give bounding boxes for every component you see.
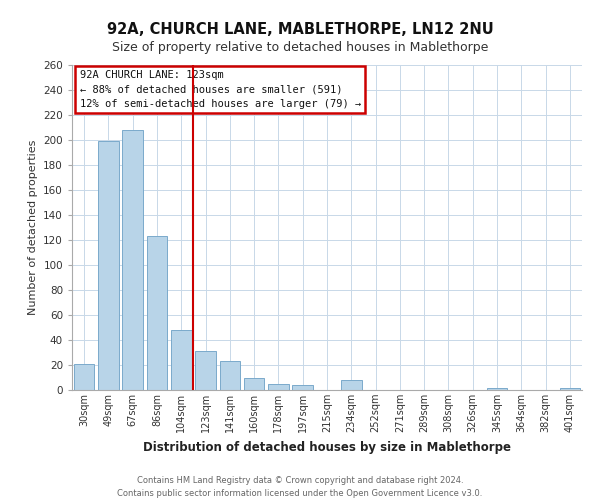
Y-axis label: Number of detached properties: Number of detached properties (28, 140, 38, 315)
Bar (122, 130, 143, 390)
Bar (146, 236, 167, 390)
X-axis label: Distribution of detached houses by size in Mablethorpe: Distribution of detached houses by size … (143, 440, 511, 454)
Text: Contains public sector information licensed under the Open Government Licence v3: Contains public sector information licen… (118, 489, 482, 498)
Text: 92A, CHURCH LANE, MABLETHORPE, LN12 2NU: 92A, CHURCH LANE, MABLETHORPE, LN12 2NU (107, 22, 493, 38)
Bar (244, 378, 265, 390)
Bar (195, 351, 216, 390)
Bar (341, 380, 362, 390)
Bar (487, 388, 508, 390)
Bar (292, 385, 313, 390)
Bar (98, 141, 119, 390)
Text: Contains HM Land Registry data © Crown copyright and database right 2024.: Contains HM Land Registry data © Crown c… (137, 476, 463, 485)
Bar (268, 384, 289, 390)
Bar (560, 388, 580, 390)
Bar (74, 364, 94, 390)
Bar (171, 330, 191, 390)
Bar (220, 361, 240, 390)
Text: Size of property relative to detached houses in Mablethorpe: Size of property relative to detached ho… (112, 41, 488, 54)
Text: 92A CHURCH LANE: 123sqm
← 88% of detached houses are smaller (591)
12% of semi-d: 92A CHURCH LANE: 123sqm ← 88% of detache… (80, 70, 361, 108)
